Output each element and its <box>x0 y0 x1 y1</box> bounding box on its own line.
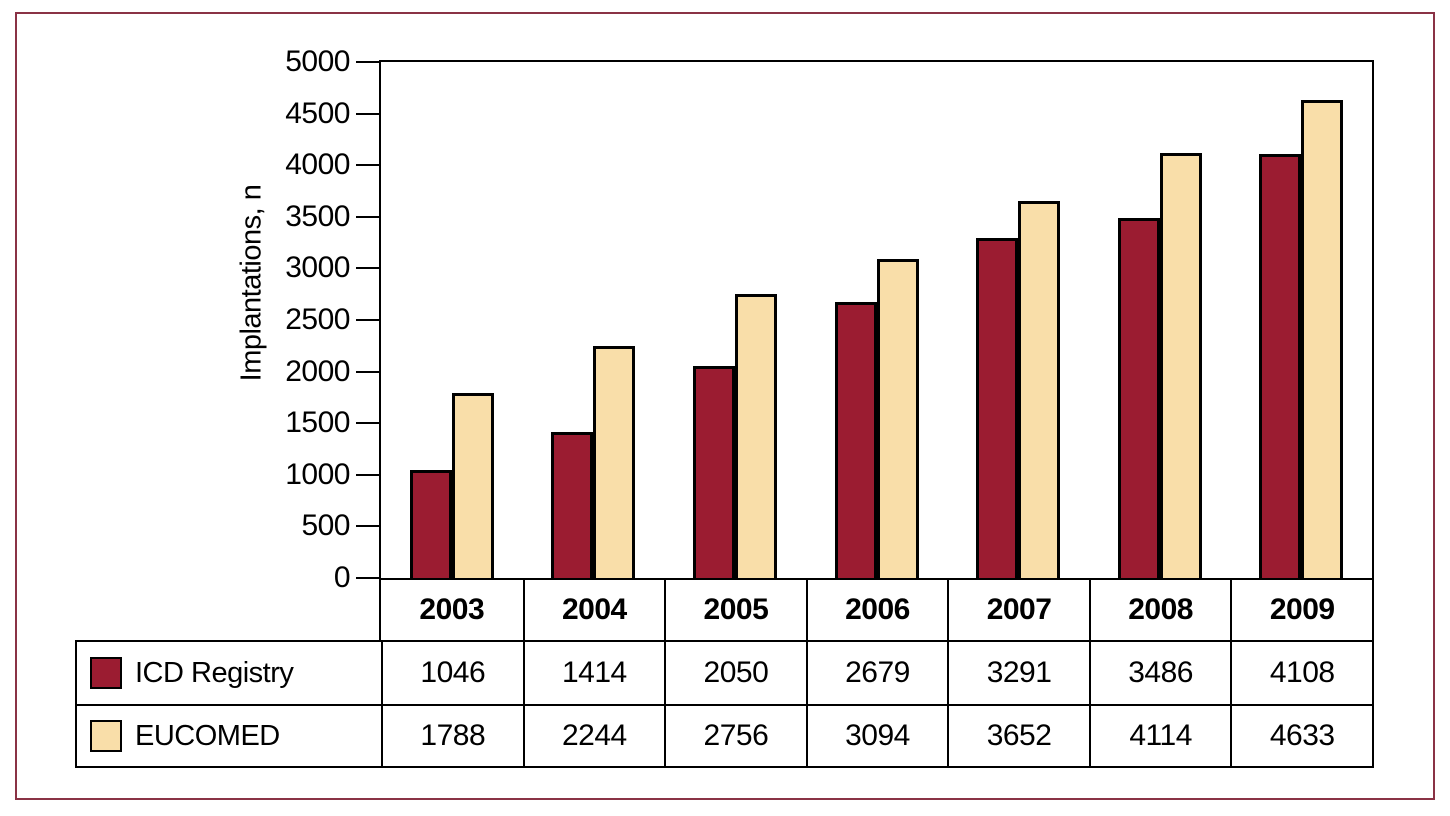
bar-icd-registry-2008 <box>1118 218 1160 578</box>
y-tick-label-0: 0 <box>333 561 351 594</box>
x-axis-year-header-row: 2003 2004 2005 2006 2007 2008 2009 <box>379 578 1374 642</box>
bar-eucomed-2009 <box>1301 100 1343 578</box>
y-tick-mark <box>356 473 381 476</box>
y-tick-label-500: 500 <box>301 509 350 543</box>
y-tick-mark <box>356 525 381 528</box>
year-header-cell-2004: 2004 <box>522 580 665 640</box>
y-tick-mark <box>356 319 381 321</box>
y-axis-title: Implantations, n <box>235 184 268 382</box>
bar-eucomed-2005 <box>735 294 777 578</box>
y-tick-label-1000: 1000 <box>285 457 350 491</box>
legend-label-eucomed: EUCOMED <box>135 719 280 752</box>
legend-cell-icd-registry: ICD Registry <box>77 642 381 704</box>
value-cell-eucomed-2009: 4633 <box>1230 704 1372 766</box>
value-cell-icd-registry-2008: 3486 <box>1088 642 1231 704</box>
year-header-cell-2003: 2003 <box>419 593 485 626</box>
y-tick-mark <box>356 370 381 373</box>
y-tick-label-3000: 3000 <box>285 251 350 285</box>
y-tick-label-4500: 4500 <box>285 96 350 130</box>
y-tick-label-1500: 1500 <box>285 406 350 440</box>
value-cell-icd-registry-2009: 4108 <box>1230 642 1372 704</box>
y-tick-label-2500: 2500 <box>285 303 350 336</box>
year-header-cell-2006: 2006 <box>805 580 948 640</box>
legend-label-icd-registry: ICD Registry <box>135 656 294 689</box>
data-table: ICD Registry 1046 1414 2050 2679 3291 3486 4108… <box>75 640 1374 768</box>
bar-icd-registry-2003 <box>410 470 452 578</box>
y-tick-mark <box>356 422 381 425</box>
bar-icd-registry-2004 <box>551 432 593 578</box>
y-tick-label-4000: 4000 <box>285 148 350 182</box>
value-cell-icd-registry-2005: 2050 <box>664 642 806 704</box>
bar-eucomed-2004 <box>593 346 635 578</box>
value-cell-eucomed-2004: 2244 <box>522 704 665 766</box>
bar-eucomed-2008 <box>1160 153 1202 578</box>
year-header-cell-2007: 2007 <box>947 580 1089 640</box>
bar-icd-registry-2009 <box>1259 154 1301 578</box>
bar-eucomed-2007 <box>1018 201 1060 578</box>
figure-frame-border <box>15 12 1435 800</box>
bars-layer <box>381 62 1372 578</box>
y-tick-label-2000: 2000 <box>285 354 350 388</box>
y-tick-label-5000: 5000 <box>285 45 350 78</box>
year-header-cell-2008: 2008 <box>1088 580 1231 640</box>
legend-swatch-icd-registry <box>90 657 122 689</box>
value-cell-eucomed-2003: 1788 <box>381 704 523 766</box>
year-header-cell-2009: 2009 <box>1230 580 1372 640</box>
legend-cell-eucomed: EUCOMED <box>77 704 381 766</box>
value-cell-icd-registry-2004: 1414 <box>522 642 665 704</box>
bar-icd-registry-2006 <box>835 302 877 578</box>
y-tick-label-3500: 3500 <box>285 199 350 233</box>
value-cell-eucomed-2005: 2756 <box>664 704 806 766</box>
y-tick-mark <box>356 164 381 167</box>
bar-icd-registry-2005 <box>693 366 735 578</box>
y-tick-mark <box>356 267 381 270</box>
bar-eucomed-2006 <box>877 259 919 578</box>
legend-swatch-eucomed <box>90 720 122 752</box>
year-header-cell-2005: 2005 <box>664 580 806 640</box>
y-tick-mark <box>356 577 381 579</box>
bar-icd-registry-2007 <box>976 238 1018 578</box>
value-cell-eucomed-2007: 3652 <box>947 704 1089 766</box>
y-tick-mark <box>356 61 381 63</box>
value-cell-icd-registry-2006: 2679 <box>805 642 948 704</box>
value-cell-eucomed-2008: 4114 <box>1088 704 1231 766</box>
bar-eucomed-2003 <box>452 393 494 578</box>
value-cell-icd-registry-2007: 3291 <box>947 642 1089 704</box>
value-cell-icd-registry-2003: 1046 <box>381 642 523 704</box>
y-tick-mark <box>356 112 381 115</box>
y-tick-mark <box>356 215 381 218</box>
value-cell-eucomed-2006: 3094 <box>805 704 948 766</box>
